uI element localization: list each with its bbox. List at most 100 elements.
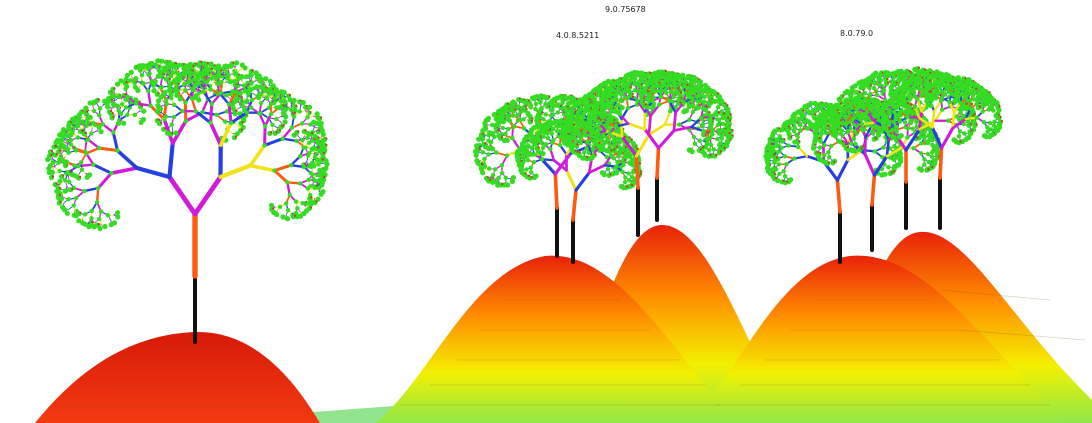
leaf: [89, 216, 94, 221]
leaf: [61, 127, 67, 133]
leaf: [60, 204, 66, 210]
leaf: [166, 87, 173, 93]
leaf: [171, 102, 177, 108]
leaf: [309, 146, 315, 152]
leaf: [200, 89, 205, 94]
leaf: [155, 103, 161, 109]
leaf: [146, 88, 151, 94]
fruit: [86, 110, 89, 113]
fruit: [278, 129, 281, 132]
fruit: [640, 170, 643, 173]
fruit: [293, 111, 296, 114]
fruit: [275, 131, 278, 134]
leaf: [241, 83, 247, 88]
leaf: [310, 172, 315, 177]
fruit: [97, 98, 100, 101]
leaf: [316, 162, 321, 167]
leaf: [208, 87, 213, 92]
hill-front-middle: [375, 255, 735, 423]
leaf: [681, 109, 687, 115]
branch: [76, 163, 95, 168]
leaf: [288, 163, 294, 168]
leaf: [631, 170, 636, 175]
leaf: [82, 188, 87, 194]
leaf: [180, 108, 185, 114]
leaf: [105, 213, 111, 218]
leaf: [509, 108, 514, 113]
fruit: [304, 129, 307, 132]
leaf: [520, 152, 526, 157]
leaf: [79, 167, 85, 172]
branch: [647, 114, 652, 137]
leaf: [277, 204, 283, 209]
branch: [96, 171, 113, 190]
leaf: [305, 135, 310, 140]
leaf: [83, 105, 89, 111]
leaf: [226, 73, 231, 78]
leaf: [496, 133, 502, 139]
leaf: [485, 115, 492, 121]
fruit: [530, 176, 533, 179]
leaf: [630, 157, 636, 163]
leaf: [494, 150, 499, 155]
leaf: [155, 58, 161, 64]
fruit: [210, 67, 213, 70]
leaf: [623, 175, 628, 180]
leaf: [96, 124, 102, 130]
leaf: [116, 108, 122, 113]
fruit: [484, 142, 487, 145]
leaf: [503, 131, 508, 136]
leaf: [297, 109, 302, 114]
leaf: [487, 166, 492, 171]
leaf: [548, 107, 554, 113]
leaf: [132, 84, 138, 90]
fruit: [311, 132, 314, 135]
leaf: [128, 69, 134, 75]
branch: [83, 186, 100, 193]
fruit: [638, 162, 642, 165]
leaf: [91, 162, 96, 167]
leaf: [89, 131, 94, 136]
leaf: [300, 201, 305, 206]
leaf: [70, 130, 75, 135]
leaf: [57, 178, 63, 184]
fruit: [578, 151, 581, 154]
hill-front-right: [690, 255, 1065, 423]
leaf: [507, 118, 513, 124]
leaf: [50, 159, 56, 165]
leaf: [543, 142, 549, 147]
fruit: [111, 112, 114, 115]
leaf: [555, 110, 560, 115]
leaf: [541, 134, 546, 139]
leaf: [313, 178, 318, 183]
leaf: [133, 76, 139, 82]
leaf: [291, 114, 297, 120]
branch: [263, 124, 267, 147]
leaf: [118, 78, 124, 84]
fruit: [171, 131, 174, 135]
fruit: [174, 62, 178, 65]
leaf: [708, 121, 714, 127]
leaf: [595, 93, 601, 98]
leaf: [529, 170, 534, 175]
fruit: [317, 136, 320, 139]
leaf: [512, 124, 517, 129]
leaf: [582, 129, 587, 135]
leaf: [581, 150, 587, 155]
leaf: [59, 137, 65, 143]
fruit: [157, 92, 160, 95]
fruit: [295, 104, 298, 107]
leaf: [281, 89, 287, 96]
fruit: [241, 121, 244, 124]
leaf: [168, 73, 174, 79]
leaf: [237, 90, 243, 96]
leaf: [258, 76, 264, 82]
fruit: [112, 115, 115, 118]
leaf: [299, 121, 305, 126]
leaf: [614, 136, 620, 141]
fruit: [528, 99, 531, 102]
fruit: [235, 109, 238, 112]
fruit: [58, 193, 62, 196]
leaf: [531, 160, 537, 165]
leaf: [505, 114, 510, 119]
